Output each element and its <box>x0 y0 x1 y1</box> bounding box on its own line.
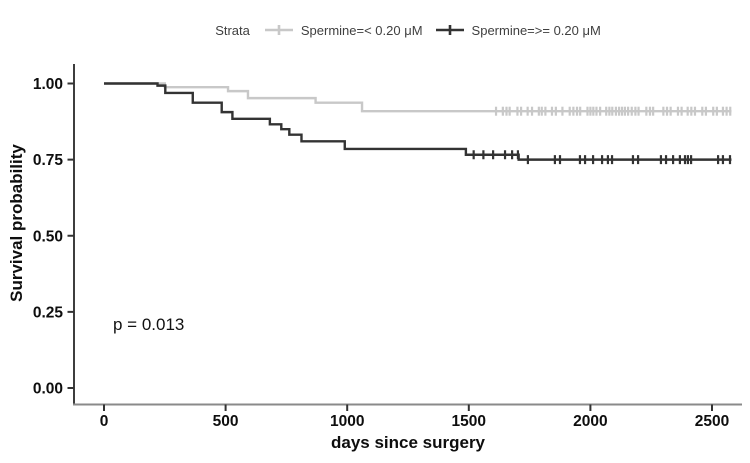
legend-label-low: Spermine=< 0.20 μM <box>300 22 423 38</box>
x-tick-label: 1500 <box>452 413 486 430</box>
y-tick-label: 0.00 <box>33 381 63 398</box>
p-value-annotation: p = 0.013 <box>113 315 185 334</box>
x-tick-label: 2000 <box>573 413 607 430</box>
y-tick-label: 0.75 <box>33 152 64 169</box>
x-tick-label: 0 <box>100 413 109 430</box>
legend-item-high: Spermine=>= 0.20 μM <box>435 23 601 38</box>
legend: Strata Spermine=< 0.20 μM Spermine=>= 0.… <box>74 16 742 44</box>
x-axis-title: days since surgery <box>330 433 486 452</box>
x-tick-label: 500 <box>213 413 239 430</box>
legend-key-plus-icon-high <box>435 25 464 35</box>
y-tick-label: 1.00 <box>33 76 63 93</box>
y-axis-title: Survival probability <box>7 144 26 302</box>
legend-item-low: Spermine=< 0.20 μM <box>264 23 423 38</box>
legend-label-high: Spermine=>= 0.20 μM <box>471 22 601 38</box>
y-tick-label: 0.25 <box>33 304 64 321</box>
y-tick-label: 0.50 <box>33 228 63 245</box>
survival-curve-low <box>104 82 732 113</box>
x-tick-label: 2500 <box>695 413 729 430</box>
survival-curve-high <box>104 82 732 161</box>
legend-key-plus-icon-low <box>264 25 293 35</box>
legend-title: Strata <box>215 22 250 38</box>
x-tick-label: 1000 <box>330 413 364 430</box>
